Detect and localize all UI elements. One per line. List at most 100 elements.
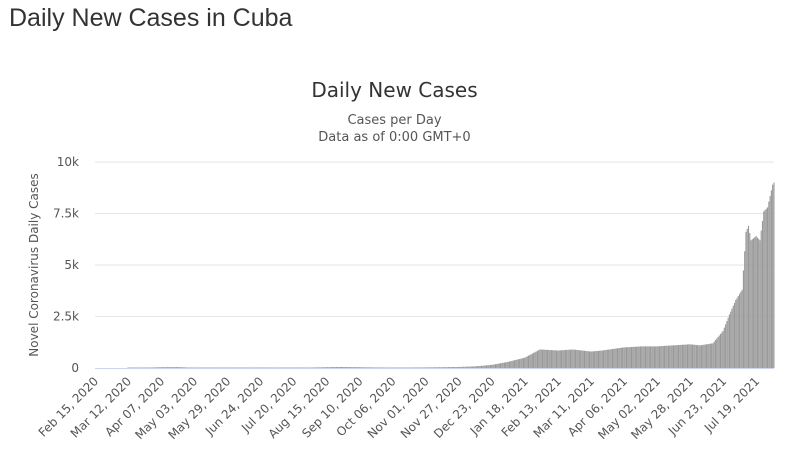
daily-case-bar: [135, 367, 137, 368]
daily-case-bar: [519, 358, 521, 368]
daily-case-bar: [305, 367, 307, 368]
daily-case-bar: [280, 367, 282, 368]
daily-case-bar: [360, 367, 362, 368]
daily-case-bar: [731, 308, 733, 368]
daily-case-bar: [362, 367, 364, 368]
y-tick-label: 5k: [64, 258, 79, 272]
daily-case-bar: [587, 351, 589, 368]
daily-case-bar: [480, 365, 483, 368]
daily-case-bar: [557, 350, 559, 368]
daily-case-bar: [676, 345, 678, 368]
daily-case-bar: [568, 349, 570, 368]
daily-case-bar: [591, 351, 593, 368]
daily-case-bar: [478, 366, 480, 368]
daily-case-bar: [180, 367, 182, 368]
daily-case-bar: [638, 346, 640, 368]
daily-case-bar: [501, 363, 503, 368]
daily-case-bar: [445, 367, 447, 368]
daily-case-bar: [221, 367, 223, 368]
daily-case-bar: [656, 346, 658, 368]
daily-case-bar: [283, 367, 285, 368]
daily-case-bar: [332, 367, 334, 368]
daily-case-bar: [619, 347, 621, 368]
daily-case-bar: [554, 350, 556, 368]
daily-case-bar: [271, 367, 273, 368]
daily-case-bar: [596, 350, 598, 368]
daily-case-bar: [355, 367, 357, 368]
daily-case-bar: [538, 350, 540, 368]
daily-case-bar: [208, 367, 210, 368]
daily-case-bar: [241, 367, 244, 368]
daily-case-bar: [695, 344, 697, 368]
daily-case-bar: [316, 367, 319, 368]
daily-case-bar: [716, 338, 718, 368]
daily-case-bar: [683, 344, 685, 368]
daily-case-bar: [309, 367, 311, 368]
daily-case-bar: [285, 367, 287, 368]
daily-case-bar: [452, 367, 455, 368]
daily-case-bar: [403, 367, 405, 368]
daily-case-bar: [553, 350, 555, 368]
daily-case-bar: [371, 367, 373, 368]
daily-case-bar: [329, 367, 331, 368]
daily-case-bar: [474, 366, 476, 368]
daily-case-bar: [733, 302, 736, 368]
daily-case-bar: [291, 367, 293, 368]
daily-case-bar: [419, 367, 422, 368]
daily-case-bar: [488, 365, 490, 368]
daily-case-bar: [700, 345, 703, 368]
daily-case-bar: [772, 184, 774, 368]
daily-case-bar: [314, 367, 316, 368]
daily-case-bar: [639, 346, 641, 368]
daily-case-bar: [653, 346, 655, 368]
daily-case-bar: [160, 367, 162, 368]
daily-case-bar: [427, 367, 429, 368]
daily-case-bar: [507, 361, 509, 368]
daily-case-bar: [372, 367, 374, 368]
daily-case-bar: [505, 362, 507, 368]
daily-case-bar: [599, 350, 601, 368]
daily-case-bar: [661, 346, 663, 368]
daily-case-bar: [679, 344, 681, 368]
daily-case-bar: [671, 345, 673, 368]
daily-case-bar: [688, 344, 690, 368]
daily-case-bar: [632, 346, 634, 368]
daily-case-bar: [624, 347, 626, 368]
daily-case-bar: [396, 367, 399, 368]
daily-case-bar: [658, 346, 661, 368]
daily-case-bar: [225, 367, 227, 368]
daily-case-bar: [684, 344, 686, 368]
daily-case-bar: [657, 346, 659, 368]
daily-case-bar: [581, 350, 583, 368]
daily-case-bar: [409, 367, 411, 368]
daily-case-bar: [161, 367, 163, 368]
daily-case-bar: [520, 358, 522, 368]
daily-case-bar: [212, 367, 214, 368]
daily-case-bar: [590, 351, 592, 368]
daily-case-bar: [525, 357, 527, 368]
daily-case-bar: [510, 361, 512, 368]
daily-case-bar: [381, 367, 383, 368]
daily-case-bar: [494, 364, 497, 368]
daily-case-bar: [182, 367, 184, 368]
daily-case-bar: [735, 300, 737, 368]
daily-case-bar: [564, 349, 566, 368]
daily-case-bar: [393, 367, 395, 368]
daily-case-bar: [666, 345, 668, 368]
daily-case-bar: [479, 365, 481, 368]
daily-case-bar: [352, 367, 354, 368]
daily-case-bar: [356, 367, 358, 368]
daily-case-bar: [234, 367, 236, 368]
daily-case-bar: [343, 367, 345, 368]
daily-case-bar: [377, 367, 380, 368]
daily-case-bar: [670, 345, 672, 368]
daily-case-bar: [239, 367, 241, 368]
daily-case-bar: [311, 367, 313, 368]
daily-case-bar: [358, 367, 360, 368]
daily-case-bar: [254, 367, 256, 368]
daily-case-bar: [768, 201, 770, 368]
chart-subtitle-line-2: Data as of 0:00 GMT+0: [318, 130, 471, 145]
daily-case-bar: [470, 366, 472, 368]
daily-case-bar: [651, 346, 653, 368]
daily-case-bar: [493, 364, 495, 368]
